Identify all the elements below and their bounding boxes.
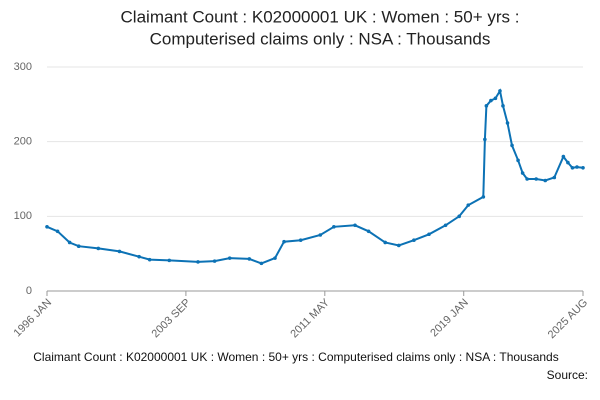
data-point <box>534 177 538 181</box>
data-point <box>227 256 232 260</box>
data-point <box>396 243 401 248</box>
data-point <box>483 137 487 142</box>
data-point <box>466 203 471 207</box>
data-point <box>273 256 277 260</box>
data-point <box>581 166 585 170</box>
data-point <box>457 214 461 219</box>
data-point <box>212 259 217 263</box>
footer: Claimant Count : K02000001 UK : Women : … <box>33 350 558 364</box>
data-point <box>137 254 141 259</box>
data-point <box>259 261 264 266</box>
data-point <box>505 121 510 125</box>
data-point <box>510 143 514 148</box>
data-point <box>383 240 388 245</box>
x-tick-label: 1996 JAN <box>12 297 55 340</box>
data-point <box>298 238 303 243</box>
data-point <box>282 239 286 244</box>
data-point <box>516 158 520 163</box>
data-point <box>55 229 60 234</box>
data-point <box>167 258 172 263</box>
data-point <box>45 224 49 229</box>
data-point <box>493 96 498 101</box>
y-tick-label: 100 <box>14 210 32 222</box>
data-point <box>427 232 431 237</box>
data-point <box>443 223 448 228</box>
data-point <box>575 165 579 169</box>
data-point <box>570 166 575 170</box>
data-point <box>247 257 252 261</box>
data-point <box>196 260 200 264</box>
x-tick-label: 2019 JAN <box>428 297 471 340</box>
data-point <box>566 160 570 165</box>
data-point <box>332 224 336 229</box>
y-tick-label: 200 <box>14 136 32 148</box>
x-tick-label: 2025 AUG <box>546 297 590 341</box>
data-point <box>525 177 529 181</box>
chart-subtitle: Computerised claims only : NSA : Thousan… <box>150 29 491 48</box>
data-point <box>543 178 548 183</box>
data-point <box>76 244 81 248</box>
data-point <box>552 175 557 180</box>
series-line <box>46 88 584 265</box>
data-point <box>561 154 566 159</box>
data-point <box>318 233 323 237</box>
data-point <box>147 257 152 262</box>
data-point <box>498 89 502 93</box>
data-point <box>353 223 357 228</box>
source: Source: <box>547 368 588 382</box>
data-point <box>489 98 493 103</box>
data-point <box>412 238 416 243</box>
data-point <box>96 246 101 251</box>
data-point <box>484 104 489 108</box>
y-tick-label: 0 <box>26 285 32 297</box>
data-point <box>67 240 72 245</box>
data-point <box>520 171 525 175</box>
x-tick-label: 2003 SEP <box>150 297 194 341</box>
data-point <box>117 249 122 254</box>
x-tick-label: 2011 MAY <box>288 296 332 340</box>
y-tick-label: 300 <box>14 61 32 73</box>
data-point <box>366 229 371 234</box>
data-point <box>501 104 505 108</box>
data-point <box>481 195 486 199</box>
chart-title: Claimant Count : K02000001 UK : Women : … <box>121 7 520 26</box>
